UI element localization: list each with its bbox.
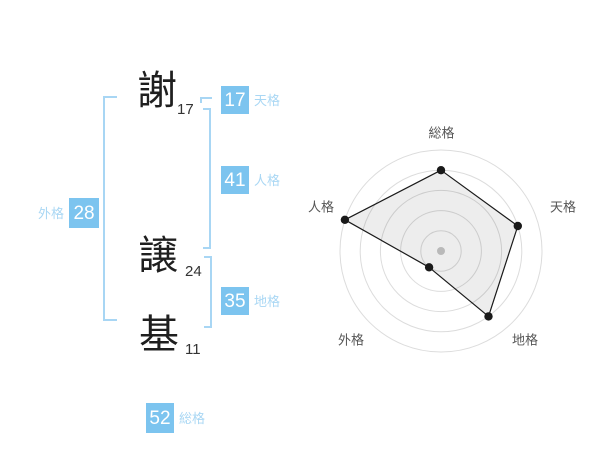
- chikaku-value-badge: 35: [221, 287, 249, 315]
- radar-axis-label: 天格: [550, 200, 576, 215]
- tenkaku-value-badge: 17: [221, 86, 249, 114]
- radar-axis-label: 外格: [338, 333, 364, 348]
- tenkaku-label: 天格: [254, 92, 281, 108]
- soukaku-value-badge: 52: [146, 403, 174, 433]
- name-character-3: 基: [139, 313, 179, 357]
- tenkaku-bracket: [200, 97, 212, 103]
- stroke-count-3: 11: [185, 341, 201, 358]
- tenkaku-score: 17 天格: [221, 86, 280, 114]
- gaikaku-label: 外格: [38, 205, 65, 221]
- radar-polygon: [344, 169, 519, 317]
- gaikaku-value-badge: 28: [69, 198, 100, 228]
- radar-point: [513, 221, 522, 231]
- radar-point: [484, 312, 493, 321]
- radar-axis-label: 人格: [308, 200, 334, 215]
- soukaku-score: 52 総格: [146, 403, 205, 433]
- name-character-2: 譲: [138, 234, 178, 278]
- jinkaku-bracket: [203, 108, 211, 249]
- radar-point: [436, 166, 446, 175]
- name-character-1: 謝: [137, 69, 177, 113]
- soukaku-label: 総格: [179, 410, 206, 426]
- gaikaku-bracket: [103, 96, 117, 321]
- stroke-count-1: 17: [177, 101, 194, 118]
- chikaku-score: 35 地格: [221, 287, 280, 315]
- jinkaku-value-badge: 41: [221, 166, 249, 194]
- radar-point: [424, 263, 434, 272]
- chikaku-bracket: [204, 256, 212, 328]
- radar-grid-ring: [420, 230, 462, 272]
- chikaku-label: 地格: [254, 293, 281, 309]
- radar-center-dot: [437, 247, 445, 255]
- gaikaku-score: 外格 28: [38, 198, 100, 228]
- radar-point: [340, 215, 350, 224]
- radar-axis-label: 地格: [512, 333, 538, 348]
- radar-grid-ring: [379, 189, 503, 313]
- stroke-count-2: 24: [185, 263, 202, 280]
- radar-grid-ring: [339, 149, 543, 353]
- radar-axis-label: 総格: [428, 126, 454, 141]
- jinkaku-score: 41 人格: [221, 166, 280, 194]
- jinkaku-label: 人格: [254, 172, 281, 188]
